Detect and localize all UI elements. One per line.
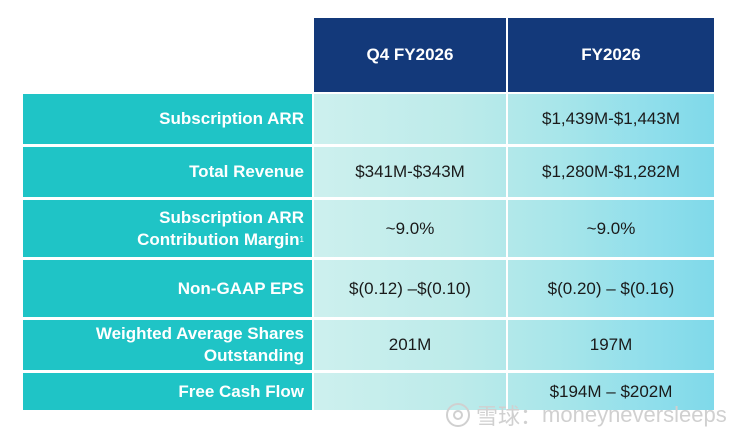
row-label-line: Free Cash Flow (178, 381, 304, 401)
footnote-marker: 1 (299, 234, 304, 244)
cell-fy: 197M (589, 335, 633, 354)
table-row: Weighted Average Shares Outstanding 201M… (23, 320, 714, 370)
cell-fy: ~9.0% (586, 218, 636, 238)
column-header-q4: Q4 FY2026 (314, 18, 506, 92)
row-label-line: Total Revenue (189, 162, 304, 181)
watermark-user: moneyneversleeps (542, 402, 727, 427)
cell-fy: $194M – $202M (549, 381, 673, 401)
cell-fy: $1,280M-$1,282M (542, 162, 680, 181)
watermark: 雪球 ： moneyneversleeps (446, 400, 727, 430)
row-label: Subscription ARR Contribution Margin1 (23, 200, 312, 257)
cell-fy: $(0.20) – $(0.16) (547, 278, 675, 298)
xueqiu-logo-icon (446, 403, 470, 427)
row-label-line: Weighted Average Shares (95, 324, 304, 343)
table-row: Non-GAAP EPS $(0.12) –$(0.10) $(0.20) – … (23, 260, 714, 317)
row-cells: $341M-$343M $1,280M-$1,282M (314, 147, 714, 197)
column-divider (506, 373, 508, 410)
row-label: Subscription ARR (23, 94, 312, 144)
column-divider (506, 200, 508, 257)
row-label-line: Subscription ARR (159, 109, 304, 128)
row-label: Total Revenue (23, 147, 312, 197)
cell-q4: ~9.0% (385, 218, 435, 238)
table-row: Subscription ARR Contribution Margin1 ~9… (23, 200, 714, 257)
row-label-line: Subscription ARR (159, 207, 304, 227)
row-cells: $1,439M-$1,443M (314, 94, 714, 144)
table-row: Total Revenue $341M-$343M $1,280M-$1,282… (23, 147, 714, 197)
row-cells: 201M 197M (314, 320, 714, 370)
column-divider (506, 320, 508, 370)
row-label: Weighted Average Shares Outstanding (23, 320, 312, 370)
row-label-line-2: Contribution Margin1 (137, 229, 304, 251)
cell-q4: $341M-$343M (355, 162, 465, 181)
row-cells: ~9.0% ~9.0% (314, 200, 714, 257)
row-label-line: Contribution Margin (137, 229, 300, 249)
cell-fy: $1,439M-$1,443M (542, 109, 680, 128)
column-divider (506, 94, 508, 144)
row-label: Free Cash Flow (23, 373, 312, 410)
table-row: Free Cash Flow $194M – $202M (23, 373, 714, 410)
row-cells: $194M – $202M (314, 373, 714, 410)
column-header-fy: FY2026 (508, 18, 714, 92)
table-row: Subscription ARR $1,439M-$1,443M (23, 94, 714, 144)
column-divider (506, 260, 508, 317)
row-label-line: Non-GAAP EPS (177, 278, 304, 298)
cell-q4: $(0.12) –$(0.10) (349, 278, 471, 298)
row-label-line: Outstanding (203, 346, 304, 365)
watermark-brand: 雪球 (476, 404, 521, 429)
watermark-separator: ： (520, 404, 543, 429)
cell-q4: 201M (388, 335, 432, 354)
cell-q4 (314, 94, 506, 144)
row-label: Non-GAAP EPS (23, 260, 312, 317)
row-cells: $(0.12) –$(0.10) $(0.20) – $(0.16) (314, 260, 714, 317)
column-divider (506, 147, 508, 197)
